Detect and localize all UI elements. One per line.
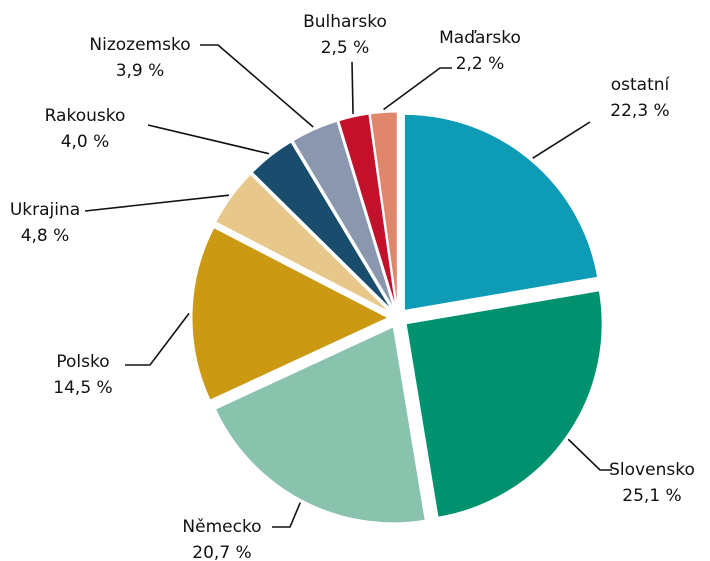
pie-slice (191, 227, 390, 401)
leader-line (200, 44, 314, 128)
slice-value-label: 20,7 % (192, 543, 251, 561)
slice-label: ostatní (611, 75, 671, 95)
leader-line (383, 67, 452, 111)
pie-slice (214, 326, 426, 524)
slice-label: Maďarsko (439, 28, 521, 48)
pie-slice (215, 173, 391, 313)
pie-slice (403, 113, 599, 311)
slice-value-label: 4,0 % (61, 132, 110, 152)
leader-line (351, 61, 354, 114)
slice-value-label: 22,3 % (610, 101, 669, 121)
slice-value-label: 3,9 % (116, 61, 165, 81)
slice-label: Bulharsko (303, 12, 387, 32)
slice-value-label: 14,5 % (53, 378, 112, 398)
pie-slice (405, 290, 603, 518)
leader-line (147, 124, 270, 155)
slice-value-label: 25,1 % (622, 486, 681, 506)
pie-slice (369, 111, 398, 309)
leader-line (125, 312, 190, 366)
leader-line (532, 121, 591, 159)
slice-label: Rakousko (45, 106, 126, 126)
pie-slice (292, 120, 395, 310)
slice-value-label: 4,8 % (21, 226, 70, 246)
slice-label: Polsko (56, 352, 109, 372)
slice-value-label: 2,5 % (321, 38, 370, 58)
slice-label: Ukrajina (10, 200, 80, 220)
pie-slice (338, 113, 397, 309)
slice-label: Slovensko (609, 460, 695, 480)
leader-line (272, 502, 301, 528)
slice-label: Nizozemsko (89, 35, 190, 55)
pie-slice (251, 141, 393, 311)
leader-line (567, 438, 612, 471)
leader-line (84, 194, 230, 212)
slice-label: Německo (182, 517, 261, 537)
slice-value-label: 2,2 % (456, 54, 505, 74)
